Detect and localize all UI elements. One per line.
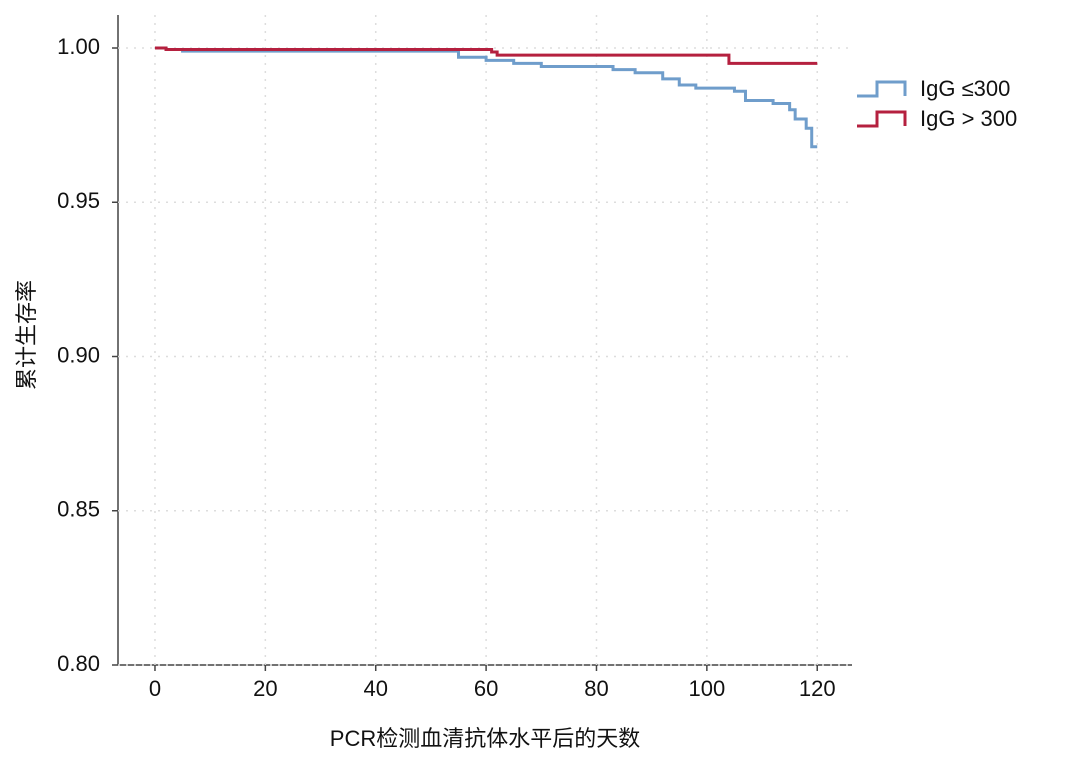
y-axis-label: 累计生存率 — [14, 280, 39, 390]
x-tick-label: 100 — [688, 676, 725, 701]
x-tick-label: 120 — [799, 676, 836, 701]
x-tick-label: 60 — [474, 676, 498, 701]
x-tick-label: 40 — [363, 676, 387, 701]
legend-label: IgG ≤300 — [920, 76, 1010, 101]
legend-label: IgG > 300 — [920, 106, 1017, 131]
y-tick-label: 0.90 — [57, 342, 100, 367]
y-tick-label: 0.80 — [57, 651, 100, 676]
x-tick-label: 80 — [584, 676, 608, 701]
y-tick-label: 1.00 — [57, 34, 100, 59]
legend-swatch — [857, 80, 907, 98]
survival-line — [154, 46, 818, 65]
y-tick-label: 0.85 — [57, 497, 100, 522]
x-tick-label: 0 — [149, 676, 161, 701]
survival-line — [154, 46, 818, 149]
legend-swatch — [857, 110, 907, 128]
y-tick-label: 0.95 — [57, 188, 100, 213]
x-axis-label: PCR检测血清抗体水平后的天数 — [330, 726, 640, 751]
x-tick-label: 20 — [253, 676, 277, 701]
